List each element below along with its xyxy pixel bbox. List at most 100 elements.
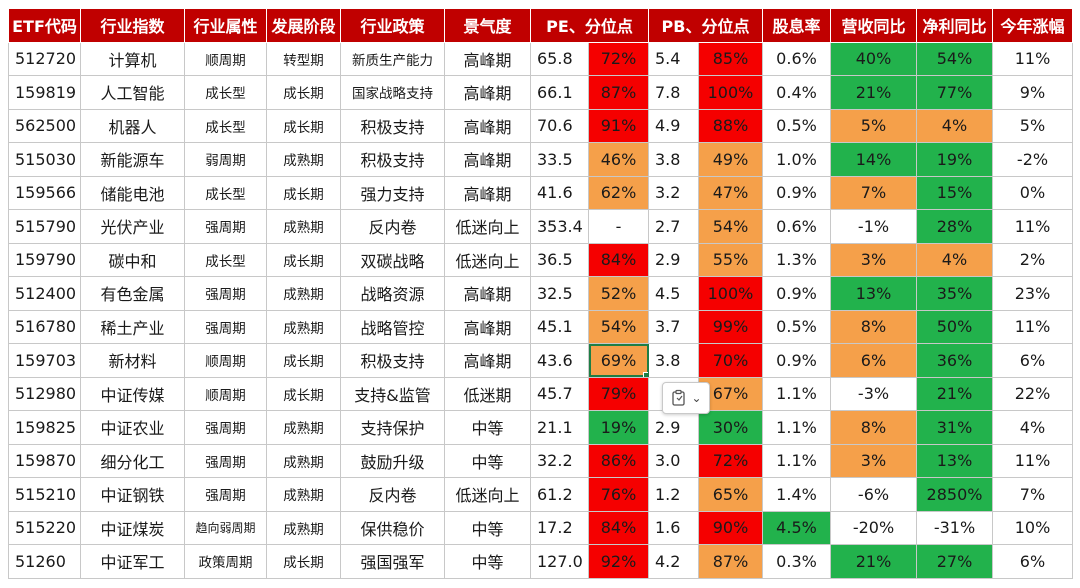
cell-code[interactable]: 512980 xyxy=(8,376,81,411)
cell-ytd[interactable]: -2% xyxy=(992,142,1073,177)
cell-attr[interactable]: 强周期 xyxy=(184,443,267,478)
header-cell-index[interactable]: 行业指数 xyxy=(80,8,185,43)
cell-code[interactable]: 159819 xyxy=(8,75,81,110)
cell-pe[interactable]: 66.1 xyxy=(530,75,589,110)
cell-index[interactable]: 光伏产业 xyxy=(80,209,185,244)
cell-attr[interactable]: 成长型 xyxy=(184,175,267,210)
cell-pb-percentile[interactable]: 100% xyxy=(698,276,763,311)
cell-pb[interactable]: 7.8 xyxy=(648,75,699,110)
cell-boom[interactable]: 高峰期 xyxy=(444,175,531,210)
paste-options-button[interactable]: ⌄ xyxy=(662,382,710,414)
cell-pe[interactable]: 45.7 xyxy=(530,376,589,411)
cell-stage[interactable]: 成长期 xyxy=(266,108,341,143)
cell-stage[interactable]: 成熟期 xyxy=(266,209,341,244)
cell-code[interactable]: 159703 xyxy=(8,343,81,378)
cell-pb[interactable]: 2.7 xyxy=(648,209,699,244)
cell-index[interactable]: 稀土产业 xyxy=(80,309,185,344)
cell-pe-percentile[interactable]: 84% xyxy=(588,510,649,545)
cell-pb-percentile[interactable]: 65% xyxy=(698,477,763,512)
header-cell-policy[interactable]: 行业政策 xyxy=(340,8,445,43)
cell-attr[interactable]: 成长型 xyxy=(184,242,267,277)
cell-code[interactable]: 515210 xyxy=(8,477,81,512)
cell-dividend[interactable]: 1.1% xyxy=(762,410,831,445)
cell-code[interactable]: 515220 xyxy=(8,510,81,545)
cell-index[interactable]: 储能电池 xyxy=(80,175,185,210)
cell-stage[interactable]: 成长期 xyxy=(266,175,341,210)
cell-profit-yoy[interactable]: 28% xyxy=(916,209,993,244)
cell-pe[interactable]: 127.0 xyxy=(530,544,589,579)
cell-pe-percentile[interactable]: 87% xyxy=(588,75,649,110)
cell-profit-yoy[interactable]: 15% xyxy=(916,175,993,210)
cell-pb-percentile[interactable]: 88% xyxy=(698,108,763,143)
cell-pb[interactable]: 3.8 xyxy=(648,142,699,177)
cell-revenue-yoy[interactable]: 7% xyxy=(830,175,917,210)
cell-stage[interactable]: 成熟期 xyxy=(266,309,341,344)
cell-index[interactable]: 中证传媒 xyxy=(80,376,185,411)
cell-revenue-yoy[interactable]: 40% xyxy=(830,41,917,76)
cell-boom[interactable]: 高峰期 xyxy=(444,108,531,143)
cell-code[interactable]: 159566 xyxy=(8,175,81,210)
cell-policy[interactable]: 反内卷 xyxy=(340,477,445,512)
header-cell-dividend[interactable]: 股息率 xyxy=(762,8,831,43)
cell-pe[interactable]: 353.4 xyxy=(530,209,589,244)
cell-boom[interactable]: 高峰期 xyxy=(444,309,531,344)
header-cell-boom[interactable]: 景气度 xyxy=(444,8,531,43)
cell-revenue-yoy[interactable]: 13% xyxy=(830,276,917,311)
cell-profit-yoy[interactable]: 77% xyxy=(916,75,993,110)
cell-attr[interactable]: 强周期 xyxy=(184,477,267,512)
cell-policy[interactable]: 新质生产能力 xyxy=(340,41,445,76)
cell-pe[interactable]: 17.2 xyxy=(530,510,589,545)
cell-boom[interactable]: 中等 xyxy=(444,443,531,478)
cell-profit-yoy[interactable]: 31% xyxy=(916,410,993,445)
cell-attr[interactable]: 强周期 xyxy=(184,276,267,311)
cell-policy[interactable]: 积极支持 xyxy=(340,108,445,143)
header-cell-pb[interactable]: PB、分位点 xyxy=(648,8,763,43)
cell-attr[interactable]: 顺周期 xyxy=(184,376,267,411)
cell-pb[interactable]: 2.9 xyxy=(648,410,699,445)
cell-policy[interactable]: 双碳战略 xyxy=(340,242,445,277)
cell-attr[interactable]: 趋向弱周期 xyxy=(184,510,267,545)
cell-pb-percentile[interactable]: 87% xyxy=(698,544,763,579)
cell-revenue-yoy[interactable]: 14% xyxy=(830,142,917,177)
cell-profit-yoy[interactable]: 4% xyxy=(916,242,993,277)
cell-profit-yoy[interactable]: 21% xyxy=(916,376,993,411)
header-cell-revenue-yoy[interactable]: 营收同比 xyxy=(830,8,917,43)
cell-profit-yoy[interactable]: 50% xyxy=(916,309,993,344)
cell-profit-yoy[interactable]: -31% xyxy=(916,510,993,545)
cell-pe[interactable]: 45.1 xyxy=(530,309,589,344)
cell-index[interactable]: 碳中和 xyxy=(80,242,185,277)
cell-pb[interactable]: 4.2 xyxy=(648,544,699,579)
cell-ytd[interactable]: 5% xyxy=(992,108,1073,143)
cell-revenue-yoy[interactable]: -20% xyxy=(830,510,917,545)
cell-ytd[interactable]: 22% xyxy=(992,376,1073,411)
cell-policy[interactable]: 积极支持 xyxy=(340,343,445,378)
cell-code[interactable]: 515790 xyxy=(8,209,81,244)
cell-pe-percentile[interactable]: 62% xyxy=(588,175,649,210)
cell-boom[interactable]: 中等 xyxy=(444,510,531,545)
cell-ytd[interactable]: 10% xyxy=(992,510,1073,545)
cell-profit-yoy[interactable]: 54% xyxy=(916,41,993,76)
cell-attr[interactable]: 强周期 xyxy=(184,309,267,344)
cell-profit-yoy[interactable]: 27% xyxy=(916,544,993,579)
cell-stage[interactable]: 成熟期 xyxy=(266,142,341,177)
cell-pb-percentile[interactable]: 47% xyxy=(698,175,763,210)
cell-code[interactable]: 512720 xyxy=(8,41,81,76)
cell-boom[interactable]: 高峰期 xyxy=(444,75,531,110)
cell-pb[interactable]: 3.0 xyxy=(648,443,699,478)
cell-pb[interactable]: 3.7 xyxy=(648,309,699,344)
cell-boom[interactable]: 高峰期 xyxy=(444,343,531,378)
cell-pb[interactable]: 2.9 xyxy=(648,242,699,277)
cell-code[interactable]: 512400 xyxy=(8,276,81,311)
header-cell-profit-yoy[interactable]: 净利同比 xyxy=(916,8,993,43)
cell-stage[interactable]: 成长期 xyxy=(266,242,341,277)
cell-boom[interactable]: 低迷期 xyxy=(444,376,531,411)
cell-code[interactable]: 516780 xyxy=(8,309,81,344)
cell-pb[interactable]: 3.2 xyxy=(648,175,699,210)
cell-dividend[interactable]: 1.1% xyxy=(762,443,831,478)
cell-ytd[interactable]: 6% xyxy=(992,544,1073,579)
header-cell-pe[interactable]: PE、分位点 xyxy=(530,8,649,43)
cell-boom[interactable]: 中等 xyxy=(444,544,531,579)
cell-index[interactable]: 细分化工 xyxy=(80,443,185,478)
header-cell-stage[interactable]: 发展阶段 xyxy=(266,8,341,43)
cell-index[interactable]: 有色金属 xyxy=(80,276,185,311)
